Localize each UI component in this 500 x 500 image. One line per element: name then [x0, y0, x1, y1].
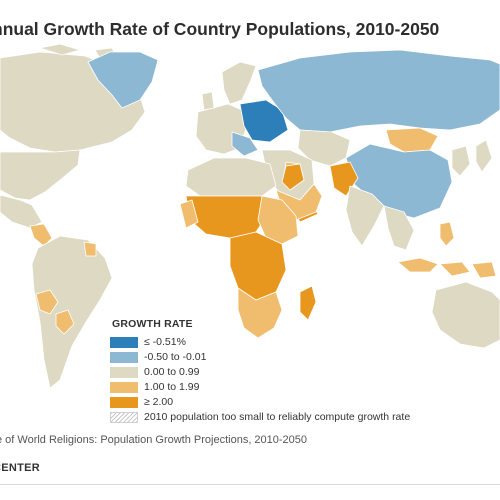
region-east-africa: [257, 195, 299, 245]
bottom-divider: [0, 484, 500, 485]
region-scandinavia: [221, 61, 257, 105]
region-philippines: [439, 221, 455, 247]
region-mexico: [0, 194, 43, 229]
region-north-africa: [185, 157, 277, 197]
credit-line: CENTER: [0, 462, 41, 474]
region-madagascar: [299, 285, 317, 321]
region-uk: [201, 91, 215, 111]
region-india: [345, 185, 385, 247]
region-southern-africa: [237, 287, 283, 339]
region-west-coast: [179, 199, 199, 229]
region-indonesia: [397, 257, 471, 277]
legend-label: ≥ 2.00: [144, 396, 174, 408]
legend-title: GROWTH RATE: [112, 318, 193, 330]
region-kazakhstan-central-asia: [297, 129, 351, 167]
legend-label: 1.00 to 1.99: [144, 381, 200, 393]
region-russia: [257, 49, 500, 133]
legend-label: 2010 population too small to reliably co…: [144, 411, 411, 423]
region-paraguay: [55, 309, 75, 335]
region-guiana: [83, 241, 97, 257]
region-png: [471, 261, 497, 279]
region-mongolia: [385, 127, 439, 153]
region-bolivia: [35, 289, 59, 315]
region-libya: [281, 163, 305, 191]
region-balkans: [231, 131, 259, 157]
legend-swatch: [110, 367, 138, 378]
legend-swatch: [110, 397, 138, 408]
region-korea-japan: [451, 139, 493, 177]
region-southeast-asia: [383, 205, 415, 251]
legend-swatch: [110, 337, 138, 348]
world-map: [0, 43, 500, 389]
legend-swatch: [110, 412, 138, 423]
legend-swatch: [110, 382, 138, 393]
region-eastern-europe: [239, 99, 289, 143]
region-central-america: [29, 223, 53, 247]
legend-swatch: [110, 352, 138, 363]
source-note: e of World Religions: Population Growth …: [0, 434, 308, 446]
legend-label: 0.00 to 0.99: [144, 366, 200, 378]
legend-label: -0.50 to -0.01: [144, 351, 207, 363]
map-title: nnual Growth Rate of Country Populations…: [0, 19, 440, 39]
region-usa: [0, 149, 81, 201]
region-greenland: [87, 51, 159, 109]
legend-label: ≤ -0.51%: [144, 336, 186, 348]
region-australia: [431, 281, 500, 349]
